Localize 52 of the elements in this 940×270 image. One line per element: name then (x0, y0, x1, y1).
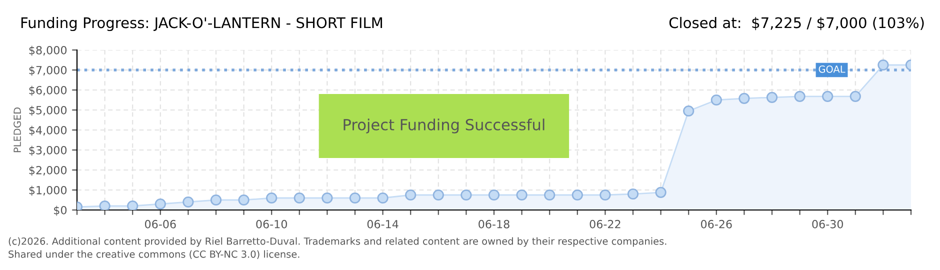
point (294, 192, 305, 204)
point (600, 189, 611, 201)
point (572, 189, 583, 201)
y-tick-label: $2,000 (29, 166, 67, 176)
x-tick-label: 06-30 (812, 220, 844, 228)
y-tick-label: $1,000 (29, 186, 67, 196)
point (349, 192, 361, 204)
y-axis-title: PLEDGED (14, 108, 21, 152)
point (544, 189, 556, 201)
point (460, 189, 472, 201)
point (182, 196, 194, 208)
y-tick-label: $3,000 (29, 146, 67, 156)
ref-line-label: GOAL (818, 65, 846, 73)
x-tick-label: 06-14 (367, 220, 398, 228)
point (377, 192, 388, 204)
point (238, 194, 250, 206)
point (738, 92, 750, 104)
point (266, 192, 278, 204)
point (432, 189, 444, 201)
chart-subtitle: Closed at: $7,225 / $7,000 (103%) (669, 16, 924, 30)
point (710, 94, 722, 106)
y-tick-label: $4,000 (29, 126, 67, 136)
point (794, 90, 806, 102)
chart-title: Funding Progress: JACK-O'-LANTERN - SHORT FILM (21, 16, 382, 32)
point (766, 92, 778, 103)
point (822, 90, 834, 102)
point (127, 200, 138, 210)
point (405, 189, 416, 201)
point (488, 189, 500, 201)
y-tick-label: $7,000 (29, 66, 67, 76)
point (627, 188, 639, 200)
text: (c)2026. Additional content provided by Riel Barretto-Duval. Trademarks and related content are owned by their respective companies. (8, 237, 666, 247)
point (878, 59, 889, 71)
point (850, 90, 861, 102)
point (683, 105, 694, 117)
point (210, 194, 222, 206)
point (154, 198, 166, 210)
x-tick-label: 06-26 (700, 220, 732, 228)
point (99, 200, 110, 210)
y-tick-label: $0 (54, 206, 67, 216)
text: Shared under the creative commons (CC BY-NC 3.0) license. (8, 250, 300, 259)
annotation: Project Funding Successful (344, 118, 544, 134)
x-tick-label: 06-06 (144, 220, 176, 228)
y-tick-label: $6,000 (29, 86, 67, 96)
x-tick-label: 06-18 (478, 220, 510, 228)
x-tick-label: 06-22 (590, 220, 620, 228)
point (322, 192, 333, 204)
point (655, 186, 666, 198)
y-tick-label: $5,000 (29, 106, 67, 116)
point (516, 189, 528, 201)
y-tick-label: $8,000 (29, 46, 67, 56)
x-tick-label: 06-10 (256, 220, 288, 228)
